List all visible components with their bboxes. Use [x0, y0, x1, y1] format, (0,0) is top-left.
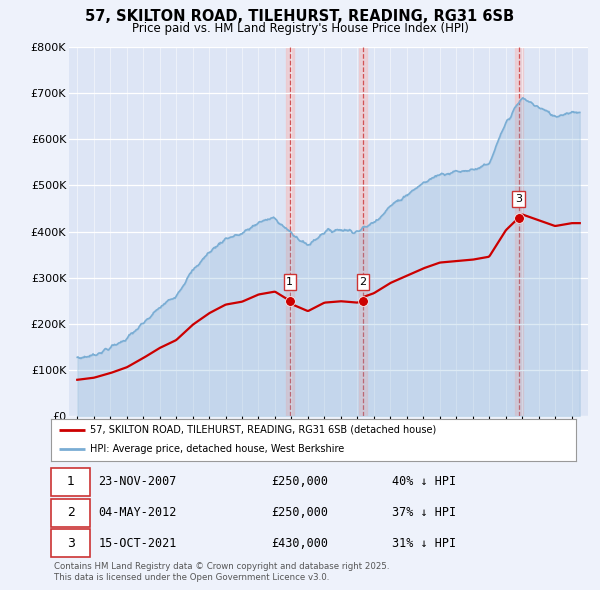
Text: 04-MAY-2012: 04-MAY-2012 [98, 506, 176, 519]
Text: 15-OCT-2021: 15-OCT-2021 [98, 537, 176, 550]
Text: Contains HM Land Registry data © Crown copyright and database right 2025.
This d: Contains HM Land Registry data © Crown c… [54, 562, 389, 582]
Text: 23-NOV-2007: 23-NOV-2007 [98, 476, 176, 489]
Text: 2: 2 [67, 506, 74, 519]
Bar [286, 47, 294, 416]
FancyBboxPatch shape [51, 468, 91, 496]
Text: 2: 2 [359, 277, 367, 287]
Bar [515, 47, 523, 416]
Text: Price paid vs. HM Land Registry's House Price Index (HPI): Price paid vs. HM Land Registry's House … [131, 22, 469, 35]
Text: 3: 3 [67, 537, 74, 550]
FancyBboxPatch shape [51, 499, 91, 527]
Text: HPI: Average price, detached house, West Berkshire: HPI: Average price, detached house, West… [91, 444, 344, 454]
Text: £430,000: £430,000 [271, 537, 329, 550]
Text: 3: 3 [515, 194, 522, 204]
FancyBboxPatch shape [51, 529, 91, 558]
Text: £250,000: £250,000 [271, 476, 329, 489]
Text: 40% ↓ HPI: 40% ↓ HPI [392, 476, 457, 489]
Text: 1: 1 [67, 476, 74, 489]
Text: 57, SKILTON ROAD, TILEHURST, READING, RG31 6SB: 57, SKILTON ROAD, TILEHURST, READING, RG… [85, 9, 515, 24]
Text: 1: 1 [286, 277, 293, 287]
Text: £250,000: £250,000 [271, 506, 329, 519]
Text: 31% ↓ HPI: 31% ↓ HPI [392, 537, 457, 550]
Text: 57, SKILTON ROAD, TILEHURST, READING, RG31 6SB (detached house): 57, SKILTON ROAD, TILEHURST, READING, RG… [91, 425, 437, 434]
Bar [359, 47, 367, 416]
Text: 37% ↓ HPI: 37% ↓ HPI [392, 506, 457, 519]
